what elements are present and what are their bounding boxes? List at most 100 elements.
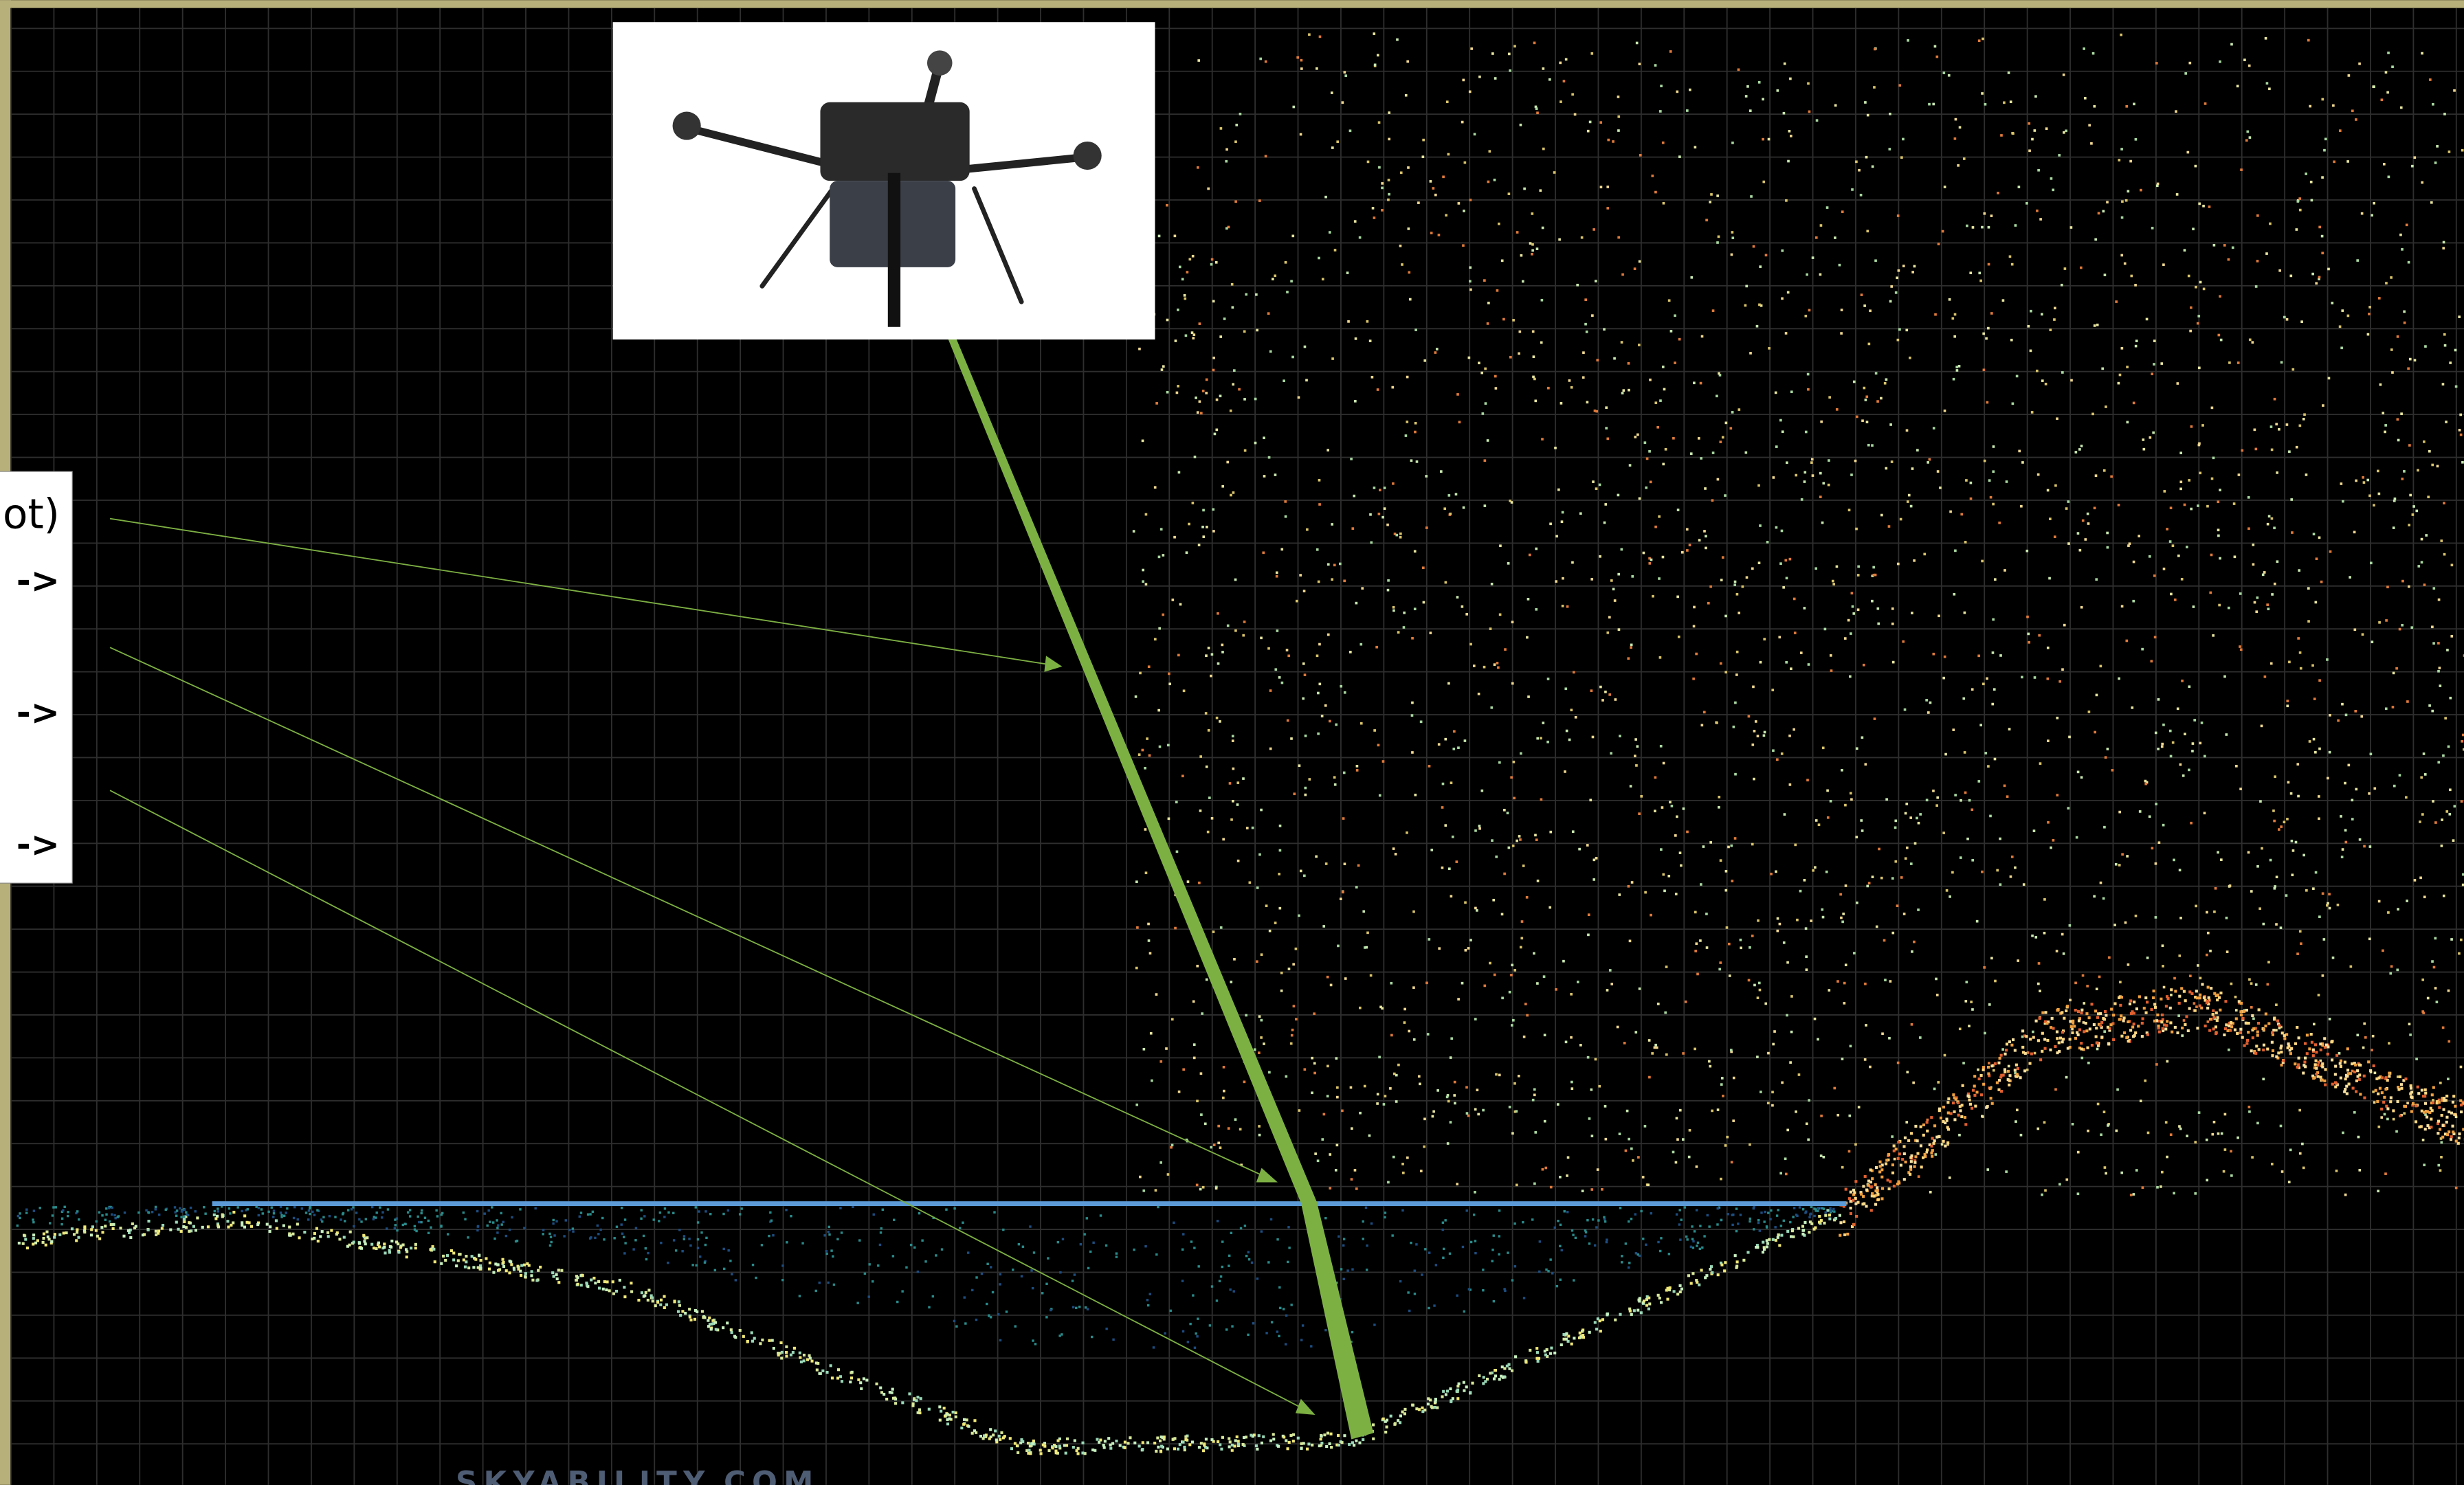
point xyxy=(2060,283,2063,287)
point xyxy=(2128,1002,2132,1006)
point xyxy=(1329,983,1333,987)
point xyxy=(1808,1220,1812,1224)
point xyxy=(289,1233,292,1237)
point xyxy=(2153,574,2156,577)
point xyxy=(414,1242,417,1246)
point xyxy=(799,1360,803,1363)
point xyxy=(1513,1265,1517,1268)
point xyxy=(1635,41,1639,45)
point xyxy=(2097,1023,2101,1026)
point xyxy=(1729,427,1733,430)
point xyxy=(1167,817,1170,820)
point xyxy=(1598,1319,1601,1323)
point xyxy=(1618,893,1621,896)
point xyxy=(2139,1099,2142,1102)
point xyxy=(1756,996,1760,999)
point xyxy=(1483,665,1486,669)
point xyxy=(1607,138,1610,142)
point xyxy=(2256,596,2259,599)
point xyxy=(1520,920,1524,923)
point xyxy=(1606,1313,1609,1316)
point xyxy=(2299,667,2302,670)
point xyxy=(880,1227,883,1230)
point xyxy=(840,1380,844,1383)
point xyxy=(502,1264,506,1269)
point xyxy=(2426,1115,2429,1119)
point xyxy=(581,1274,584,1277)
point xyxy=(1395,1100,1398,1103)
point xyxy=(2088,124,2091,127)
point xyxy=(2252,1027,2256,1031)
point xyxy=(2146,1033,2149,1036)
point xyxy=(989,1435,992,1439)
point xyxy=(2254,1051,2258,1055)
point xyxy=(1342,891,1344,894)
point xyxy=(1118,1444,1122,1447)
point xyxy=(1691,1272,1695,1275)
point xyxy=(1464,901,1467,904)
point xyxy=(1828,396,1831,399)
point xyxy=(1081,1441,1085,1444)
point xyxy=(1700,724,1704,727)
point xyxy=(129,1228,132,1231)
point xyxy=(1941,230,1944,233)
point xyxy=(2165,995,2169,998)
point xyxy=(1803,1220,1807,1224)
point xyxy=(2256,1034,2259,1037)
point xyxy=(1785,577,1788,580)
point xyxy=(2082,1021,2085,1024)
point xyxy=(2242,1009,2246,1013)
point xyxy=(1777,1233,1780,1236)
point xyxy=(1370,1222,1373,1225)
point xyxy=(681,1250,684,1253)
point xyxy=(2106,1025,2110,1029)
point xyxy=(2056,1051,2059,1055)
point xyxy=(2254,447,2258,451)
point xyxy=(1488,150,1491,153)
point xyxy=(1952,377,1955,381)
point xyxy=(1047,1449,1051,1452)
point xyxy=(1275,574,1278,578)
point xyxy=(2291,873,2294,877)
point xyxy=(2266,522,2269,526)
point xyxy=(1174,926,1177,930)
point xyxy=(1220,1447,1223,1451)
point xyxy=(1419,1170,1423,1172)
point xyxy=(265,1222,269,1226)
point xyxy=(1498,613,1502,616)
point xyxy=(1549,1352,1552,1355)
point xyxy=(1221,484,1225,488)
point xyxy=(1269,1218,1273,1221)
point xyxy=(1863,1058,1867,1061)
point xyxy=(1968,1102,1972,1106)
point xyxy=(1860,293,1863,296)
point xyxy=(2459,1104,2463,1107)
point xyxy=(2177,554,2180,557)
point xyxy=(1870,1194,1874,1198)
point xyxy=(2164,1027,2168,1031)
point xyxy=(707,1319,710,1322)
point xyxy=(1162,1438,1166,1441)
point xyxy=(232,1210,236,1214)
point xyxy=(1469,1288,1472,1291)
point xyxy=(2421,1095,2426,1098)
point xyxy=(2377,1076,2381,1080)
point xyxy=(1188,522,1190,526)
point xyxy=(2373,504,2375,507)
point xyxy=(2096,1044,2100,1047)
point xyxy=(955,1325,958,1328)
point xyxy=(2053,318,2056,321)
point xyxy=(2329,713,2331,717)
point xyxy=(1155,1449,1158,1453)
point xyxy=(1765,1226,1768,1229)
point xyxy=(2083,1002,2086,1005)
point xyxy=(1620,548,1623,551)
point xyxy=(2077,1019,2081,1023)
point xyxy=(1660,85,1663,87)
point xyxy=(467,1266,471,1270)
point xyxy=(1935,804,1938,807)
point xyxy=(1230,282,1234,286)
point xyxy=(1880,397,1883,400)
point xyxy=(2326,1052,2329,1056)
point xyxy=(401,1223,405,1227)
